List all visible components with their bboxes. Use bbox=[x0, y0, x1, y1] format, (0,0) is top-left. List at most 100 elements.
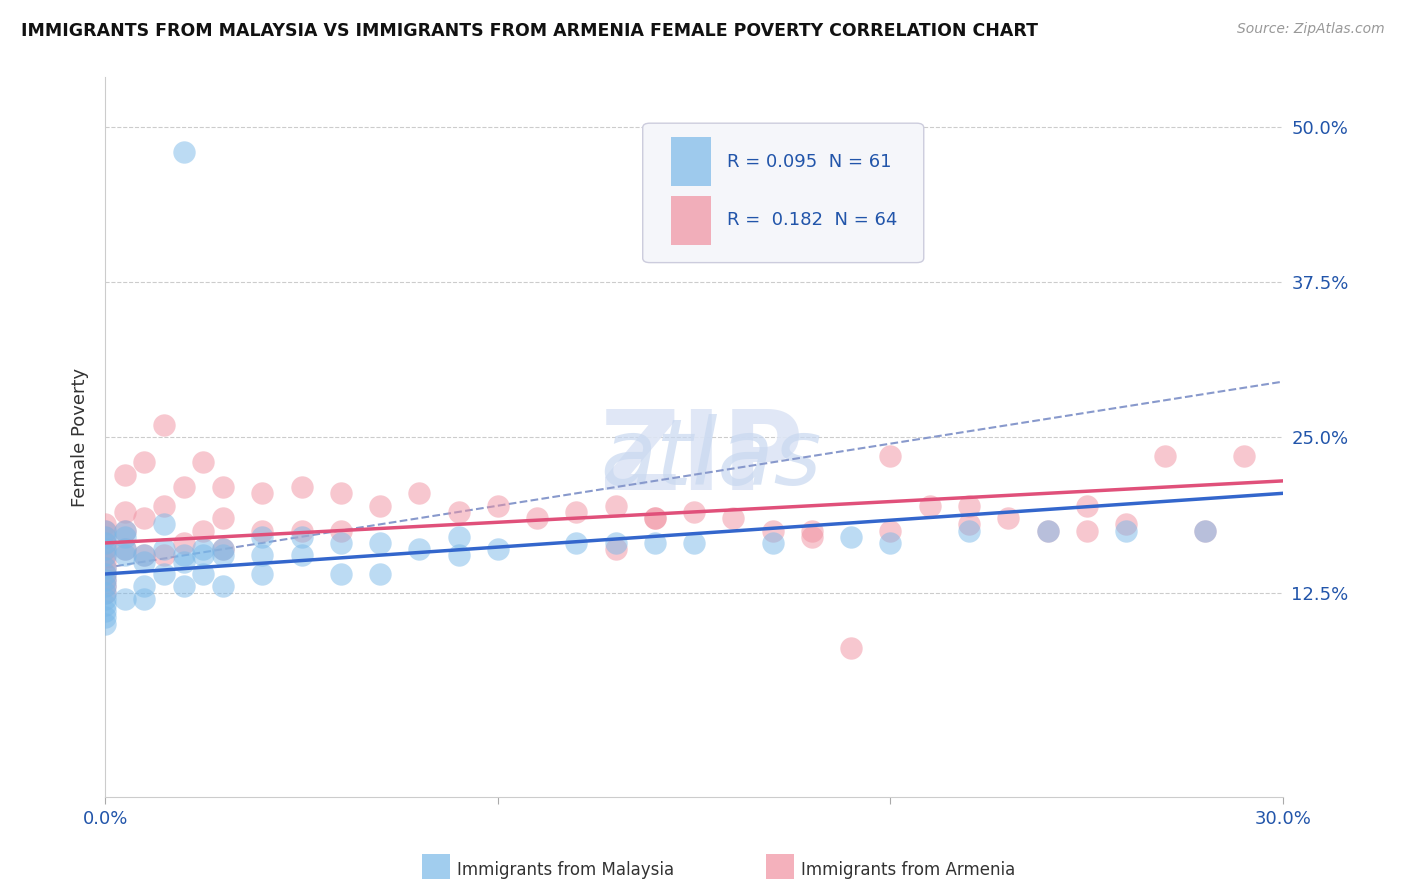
Point bbox=[486, 499, 509, 513]
Point bbox=[329, 536, 352, 550]
Point bbox=[252, 486, 274, 500]
Point bbox=[134, 511, 156, 525]
Point bbox=[212, 579, 235, 593]
Point bbox=[212, 542, 235, 557]
Point bbox=[329, 566, 352, 581]
Point bbox=[252, 530, 274, 544]
Point bbox=[153, 517, 176, 532]
Point bbox=[94, 561, 117, 575]
Point bbox=[212, 549, 235, 563]
Point bbox=[1115, 524, 1137, 538]
Point bbox=[408, 486, 430, 500]
Point bbox=[605, 499, 627, 513]
Point bbox=[644, 511, 666, 525]
Point bbox=[565, 505, 588, 519]
Point bbox=[1194, 524, 1216, 538]
Point bbox=[94, 610, 117, 624]
Point bbox=[94, 616, 117, 631]
Point bbox=[290, 524, 312, 538]
Text: Source: ZipAtlas.com: Source: ZipAtlas.com bbox=[1237, 22, 1385, 37]
Point bbox=[408, 542, 430, 557]
Point bbox=[173, 555, 195, 569]
Point bbox=[94, 555, 117, 569]
Point bbox=[1076, 524, 1098, 538]
Point bbox=[879, 536, 901, 550]
Point bbox=[153, 549, 176, 563]
Point bbox=[114, 591, 136, 606]
Point bbox=[957, 499, 980, 513]
Point bbox=[605, 542, 627, 557]
Point bbox=[800, 530, 823, 544]
Point bbox=[94, 517, 117, 532]
Point bbox=[957, 524, 980, 538]
Point bbox=[1194, 524, 1216, 538]
Point bbox=[94, 585, 117, 599]
Text: atlas: atlas bbox=[600, 414, 821, 504]
Point bbox=[94, 536, 117, 550]
Point bbox=[114, 467, 136, 482]
Point bbox=[173, 480, 195, 494]
Point bbox=[447, 530, 470, 544]
Point bbox=[114, 542, 136, 557]
Point bbox=[723, 511, 745, 525]
Point bbox=[114, 542, 136, 557]
Text: ZIP: ZIP bbox=[600, 406, 803, 513]
Point bbox=[565, 536, 588, 550]
Point bbox=[153, 417, 176, 432]
Point bbox=[212, 480, 235, 494]
Point bbox=[173, 145, 195, 159]
Point bbox=[94, 579, 117, 593]
Point bbox=[94, 549, 117, 563]
Point bbox=[252, 566, 274, 581]
Point bbox=[173, 549, 195, 563]
Point bbox=[94, 591, 117, 606]
Point bbox=[153, 499, 176, 513]
Point bbox=[94, 566, 117, 581]
Point bbox=[644, 511, 666, 525]
Point bbox=[114, 524, 136, 538]
Point bbox=[94, 524, 117, 538]
Point bbox=[134, 591, 156, 606]
Text: Immigrants from Armenia: Immigrants from Armenia bbox=[801, 861, 1015, 879]
Point bbox=[839, 530, 862, 544]
Point bbox=[252, 549, 274, 563]
Point bbox=[114, 549, 136, 563]
Point bbox=[762, 524, 785, 538]
Point bbox=[486, 542, 509, 557]
Point bbox=[153, 566, 176, 581]
Point bbox=[368, 499, 391, 513]
Point bbox=[94, 536, 117, 550]
Point bbox=[134, 549, 156, 563]
Point bbox=[94, 561, 117, 575]
Point bbox=[94, 598, 117, 612]
Point bbox=[94, 524, 117, 538]
Point bbox=[605, 536, 627, 550]
Point bbox=[762, 536, 785, 550]
Point bbox=[134, 555, 156, 569]
Point bbox=[683, 536, 706, 550]
Point bbox=[94, 604, 117, 618]
Point bbox=[212, 542, 235, 557]
Text: R = 0.095  N = 61: R = 0.095 N = 61 bbox=[727, 153, 891, 170]
Point bbox=[134, 455, 156, 469]
Point bbox=[368, 566, 391, 581]
Point bbox=[1154, 449, 1177, 463]
Point bbox=[918, 499, 941, 513]
Point bbox=[193, 549, 215, 563]
Point bbox=[94, 566, 117, 581]
Point bbox=[252, 524, 274, 538]
Point bbox=[94, 579, 117, 593]
Point bbox=[447, 549, 470, 563]
Point bbox=[114, 530, 136, 544]
Point bbox=[1036, 524, 1059, 538]
Point bbox=[193, 455, 215, 469]
Point bbox=[447, 505, 470, 519]
Point bbox=[997, 511, 1019, 525]
Point bbox=[1076, 499, 1098, 513]
Point bbox=[368, 536, 391, 550]
Point bbox=[329, 524, 352, 538]
Point bbox=[1233, 449, 1256, 463]
Point bbox=[800, 524, 823, 538]
Point bbox=[134, 579, 156, 593]
Point bbox=[957, 517, 980, 532]
